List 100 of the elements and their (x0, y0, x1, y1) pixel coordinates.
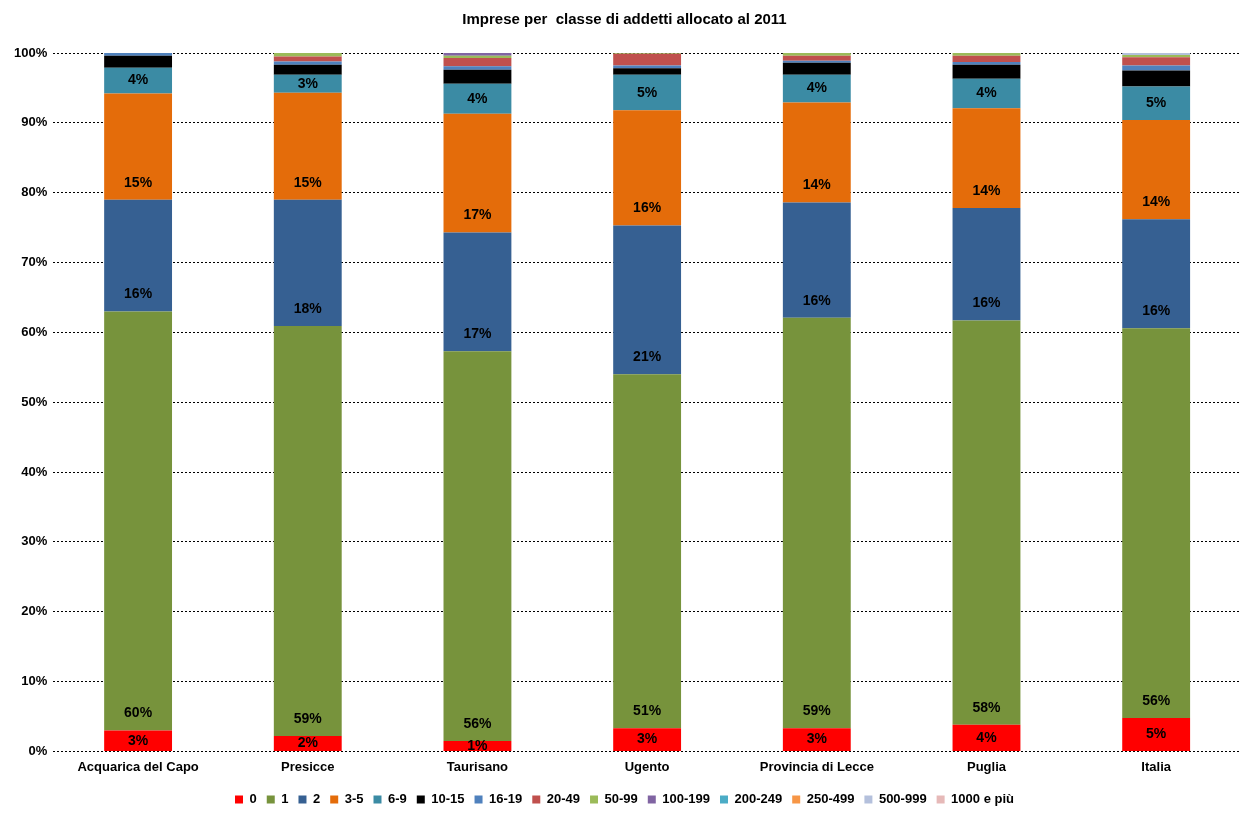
bar (1122, 328, 1191, 718)
data-label: 58% (972, 698, 1002, 715)
bar (952, 108, 1021, 209)
legend-label: 6-9 (388, 791, 407, 807)
bar (273, 56, 342, 62)
bar (952, 64, 1021, 79)
bar (952, 78, 1021, 109)
bar (443, 232, 512, 352)
data-label: 4% (467, 89, 489, 106)
bar (104, 311, 173, 731)
bar (952, 320, 1021, 725)
bar (273, 92, 342, 200)
bar (782, 728, 851, 751)
y-tick-label: 30% (21, 533, 48, 549)
y-tick-label: 50% (21, 393, 48, 409)
bar (782, 202, 851, 318)
data-label: 3% (806, 730, 828, 747)
data-label: 59% (293, 709, 323, 726)
data-label: 51% (633, 702, 662, 719)
bar (952, 55, 1021, 63)
bar (443, 83, 512, 114)
data-label: 16% (124, 285, 153, 302)
bar (782, 53, 851, 56)
data-label: 16% (972, 294, 1002, 311)
data-label: 59% (802, 702, 832, 719)
data-label: 21% (633, 348, 662, 365)
data-label: 56% (1142, 691, 1171, 708)
bar (952, 53, 1021, 56)
data-label: 15% (124, 173, 153, 190)
bar (782, 74, 851, 103)
bar (782, 102, 851, 203)
legend-label: 3-5 (344, 791, 364, 807)
data-label: 5% (1146, 94, 1167, 111)
bar (952, 724, 1021, 751)
data-label: 4% (976, 84, 998, 101)
data-label: 18% (293, 299, 323, 316)
legend-label: 1 (281, 791, 289, 807)
bar (613, 225, 682, 375)
legend-label: 500-999 (878, 791, 927, 807)
y-tick-label: 40% (21, 463, 48, 479)
bar (782, 55, 851, 61)
legend-label: 20-49 (546, 791, 581, 807)
data-label: 1% (467, 736, 489, 753)
y-tick-label: 70% (21, 254, 48, 270)
data-label: 15% (293, 173, 323, 190)
chart-title: Imprese per classe di addetti allocato al 2011 (462, 10, 787, 28)
data-label: 16% (802, 291, 832, 308)
bar (613, 53, 682, 66)
data-label: 56% (463, 714, 492, 731)
data-label: 17% (463, 325, 492, 342)
legend-label: 0 (249, 791, 257, 807)
legend-label: 2 (312, 791, 321, 807)
bar (1122, 70, 1191, 87)
data-label: 4% (806, 79, 828, 96)
bar (952, 208, 1021, 321)
data-label: 14% (802, 176, 832, 193)
bar (1122, 120, 1191, 220)
bar (443, 57, 512, 67)
bar (443, 69, 512, 84)
legend-label: 200-249 (734, 791, 783, 807)
bar (782, 317, 851, 729)
bar (952, 62, 1021, 65)
bar (104, 93, 173, 200)
x-tick-label: Taurisano (446, 758, 509, 774)
bar (1122, 219, 1191, 329)
x-tick-label: Presicce (281, 758, 335, 774)
bar (104, 730, 173, 751)
bar (1122, 57, 1191, 66)
x-tick-label: Italia (1141, 758, 1172, 774)
bar (1122, 717, 1191, 751)
data-label: 3% (637, 730, 658, 747)
bar (1122, 86, 1191, 121)
data-label: 3% (297, 74, 319, 91)
data-label: 16% (633, 199, 662, 216)
bar (273, 64, 342, 75)
y-tick-label: 100% (14, 44, 48, 60)
data-label: 16% (1142, 302, 1171, 319)
x-tick-label: Acquarica del Capo (77, 758, 199, 774)
legend-label: 250-499 (806, 791, 855, 807)
bar (782, 60, 851, 63)
data-label: 3% (127, 731, 149, 748)
bar (443, 113, 512, 233)
bar (273, 199, 342, 327)
y-tick-label: 80% (21, 184, 48, 200)
bar (782, 62, 851, 75)
data-label: 2% (297, 734, 319, 751)
y-tick-label: 0% (28, 742, 48, 758)
y-tick-label: 60% (21, 323, 48, 339)
x-tick-label: Provincia di Lecce (759, 758, 874, 774)
y-tick-label: 10% (21, 673, 48, 689)
bar (443, 351, 512, 741)
x-tick-label: Puglia (966, 758, 1007, 774)
bar (273, 326, 342, 737)
data-label: 4% (127, 71, 149, 88)
data-label: 5% (1146, 725, 1167, 742)
bar (613, 110, 682, 226)
data-label: 14% (972, 181, 1002, 198)
bar (104, 199, 173, 312)
bar (613, 374, 682, 729)
y-tick-label: 90% (21, 114, 48, 130)
